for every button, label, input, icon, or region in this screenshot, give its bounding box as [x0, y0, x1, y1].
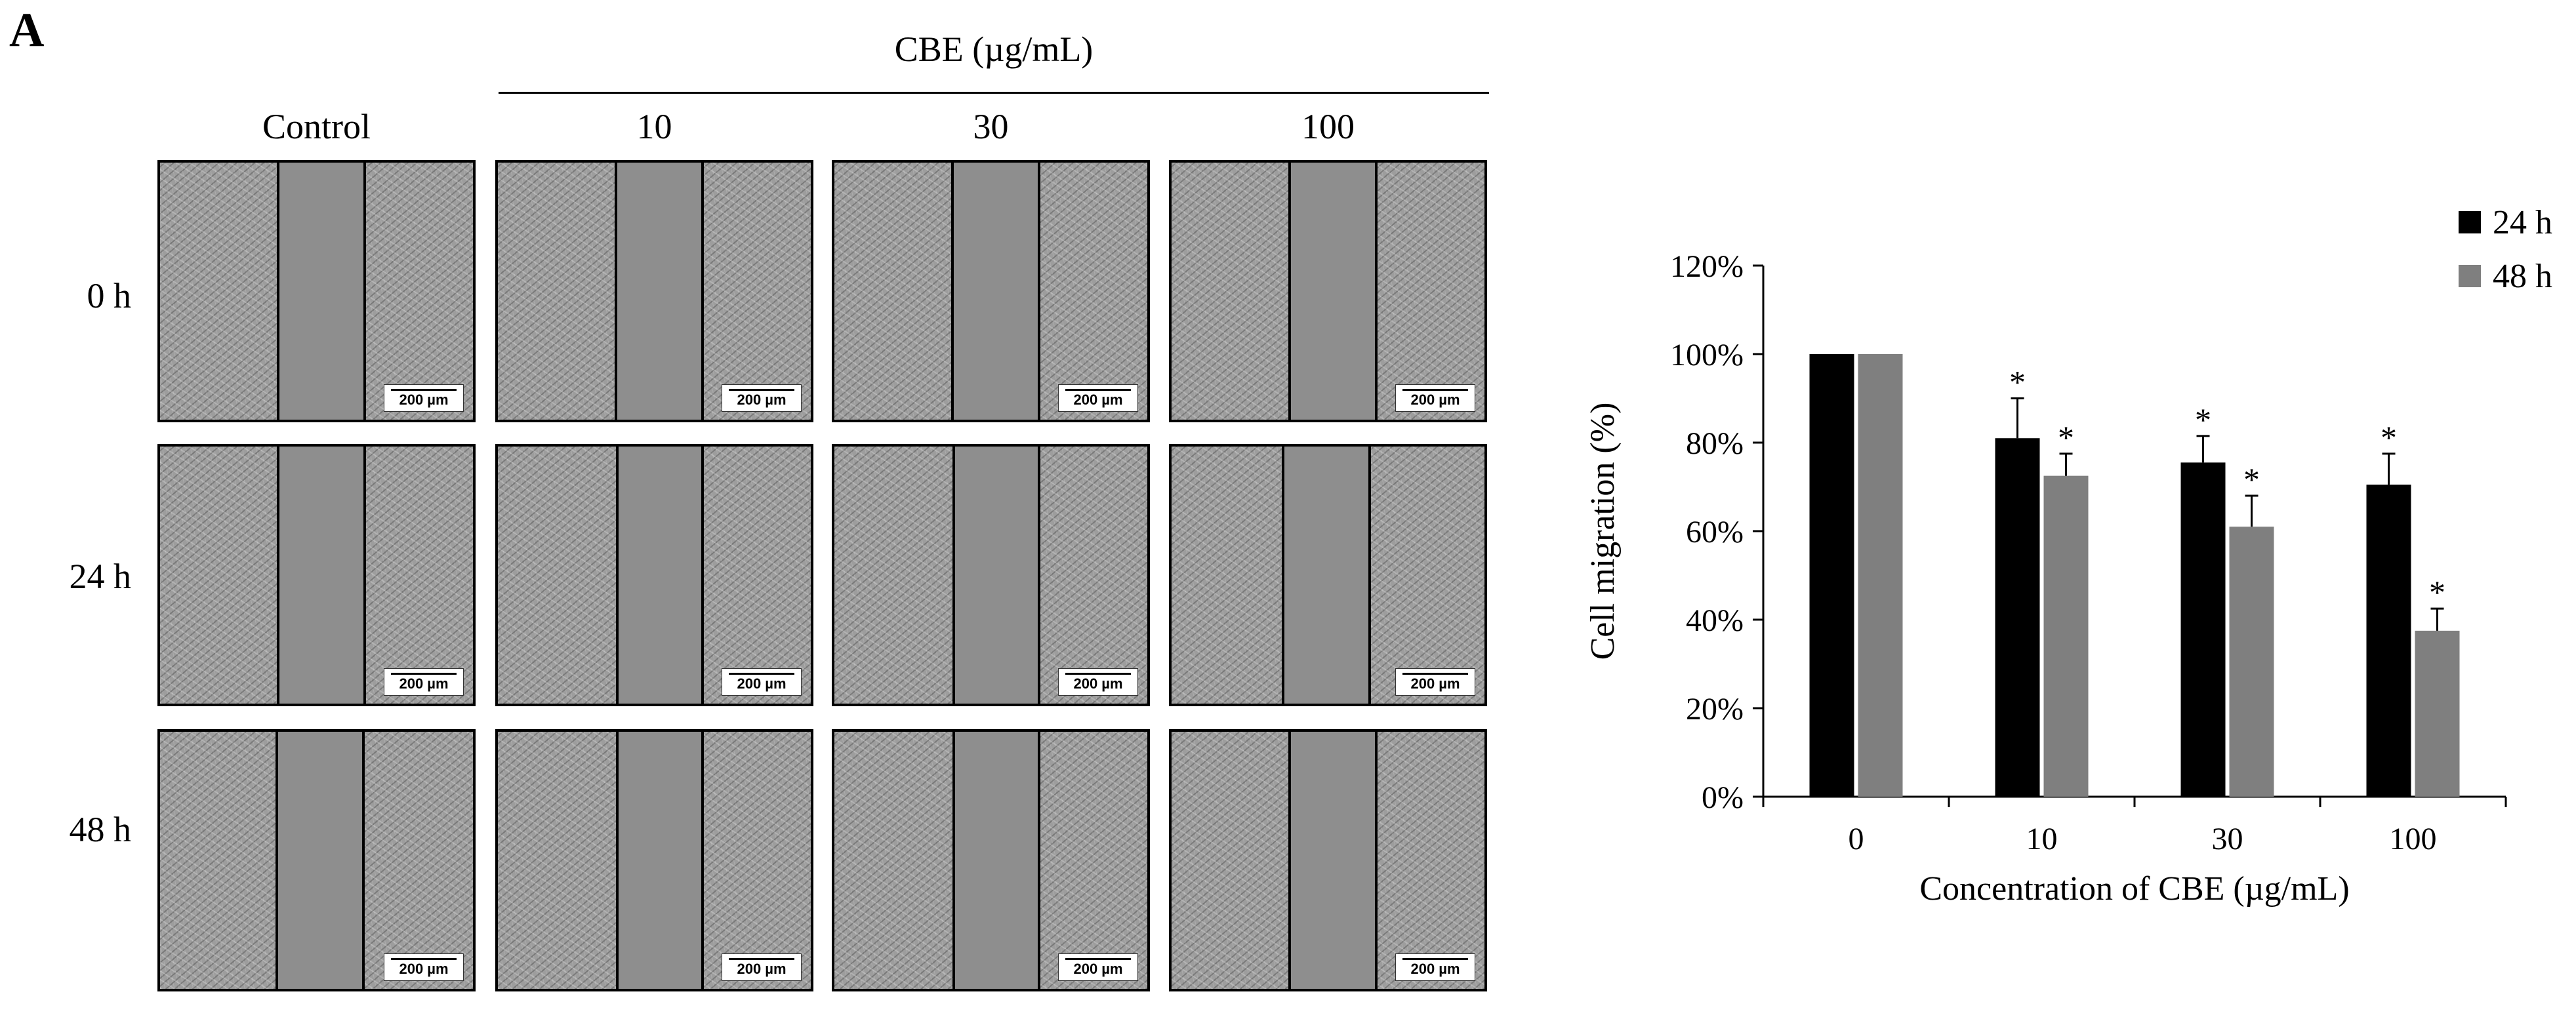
x-tick-label: 30 [2212, 822, 2243, 856]
micrograph-control-24h: 200 µm [157, 444, 476, 706]
legend-swatch [2459, 211, 2481, 233]
wound-gap [952, 732, 1040, 989]
significance-marker: * [2009, 364, 2026, 401]
micrograph-30-24h: 200 µm [832, 444, 1150, 706]
x-tick-label: 10 [2026, 822, 2058, 856]
wound-gap [616, 447, 704, 704]
significance-marker: * [2195, 401, 2211, 438]
scale-bar: 200 µm [1058, 384, 1138, 412]
significance-marker: * [2243, 461, 2260, 498]
y-tick-label: 0% [1702, 780, 1744, 815]
legend-label: 24 h [2493, 204, 2552, 241]
y-tick-label: 100% [1670, 338, 1744, 372]
micrograph-100-48h: 200 µm [1169, 729, 1487, 991]
wound-gap [615, 163, 704, 420]
y-tick-label: 120% [1670, 249, 1744, 284]
significance-marker: * [2429, 574, 2445, 610]
wound-gap [277, 447, 366, 704]
panel-label: A [9, 3, 45, 57]
bar [2229, 527, 2274, 797]
x-axis-title: Concentration of CBE (µg/mL) [1919, 870, 2349, 908]
scale-bar: 200 µm [1058, 668, 1138, 696]
x-tick-label: 0 [1849, 822, 1864, 856]
bar [2043, 475, 2089, 797]
micrograph-control-0h: 200 µm [157, 160, 476, 422]
micrograph-10-0h: 200 µm [495, 160, 813, 422]
scale-bar: 200 µm [384, 953, 464, 981]
micrograph-10-48h: 200 µm [495, 729, 813, 991]
group-divider [499, 92, 1489, 94]
y-tick-label: 20% [1686, 692, 1744, 727]
wound-gap [1288, 163, 1378, 420]
wound-gap [951, 163, 1040, 420]
legend-swatch [2459, 265, 2481, 287]
wound-gap [1288, 732, 1378, 989]
y-tick-label: 80% [1686, 426, 1744, 461]
wound-gap [952, 447, 1040, 704]
column-label-10: 10 [636, 107, 672, 146]
micrograph-100-24h: 200 µm [1169, 444, 1487, 706]
wound-gap [277, 163, 366, 420]
significance-marker: * [2058, 419, 2074, 456]
micrograph-100-0h: 200 µm [1169, 160, 1487, 422]
micrograph-control-48h: 200 µm [157, 729, 476, 991]
bar [2415, 630, 2460, 797]
row-label-48h: 48 h [69, 810, 132, 849]
column-label-30: 30 [973, 107, 1009, 146]
y-tick-label: 60% [1686, 515, 1744, 549]
column-label-100: 100 [1301, 107, 1355, 146]
micrograph-30-0h: 200 µm [832, 160, 1150, 422]
row-label-0h: 0 h [87, 276, 132, 315]
bar [2180, 462, 2226, 797]
wound-gap [616, 732, 704, 989]
scale-bar: 200 µm [1395, 384, 1475, 412]
scale-bar: 200 µm [722, 668, 802, 696]
scale-bar: 200 µm [1395, 668, 1475, 696]
scale-bar: 200 µm [384, 384, 464, 412]
micrograph-10-24h: 200 µm [495, 444, 813, 706]
cbe-group-title: CBE (µg/mL) [894, 30, 1094, 69]
scale-bar: 200 µm [1058, 953, 1138, 981]
scale-bar: 200 µm [384, 668, 464, 696]
bar [1995, 438, 2040, 797]
bar [1858, 354, 1903, 797]
y-axis-title: Cell migration (%) [1584, 403, 1622, 660]
micrograph-30-48h: 200 µm [832, 729, 1150, 991]
row-label-24h: 24 h [69, 557, 132, 596]
scale-bar: 200 µm [1395, 953, 1475, 981]
bar [2366, 485, 2411, 797]
scale-bar: 200 µm [722, 953, 802, 981]
legend-label: 48 h [2493, 258, 2552, 295]
column-label-control: Control [262, 107, 371, 146]
significance-marker: * [2381, 419, 2397, 456]
y-tick-label: 40% [1686, 603, 1744, 638]
scale-bar: 200 µm [722, 384, 802, 412]
wound-gap [1282, 447, 1371, 704]
bar [1809, 354, 1854, 797]
x-tick-label: 100 [2390, 822, 2437, 856]
wound-gap [276, 732, 365, 989]
